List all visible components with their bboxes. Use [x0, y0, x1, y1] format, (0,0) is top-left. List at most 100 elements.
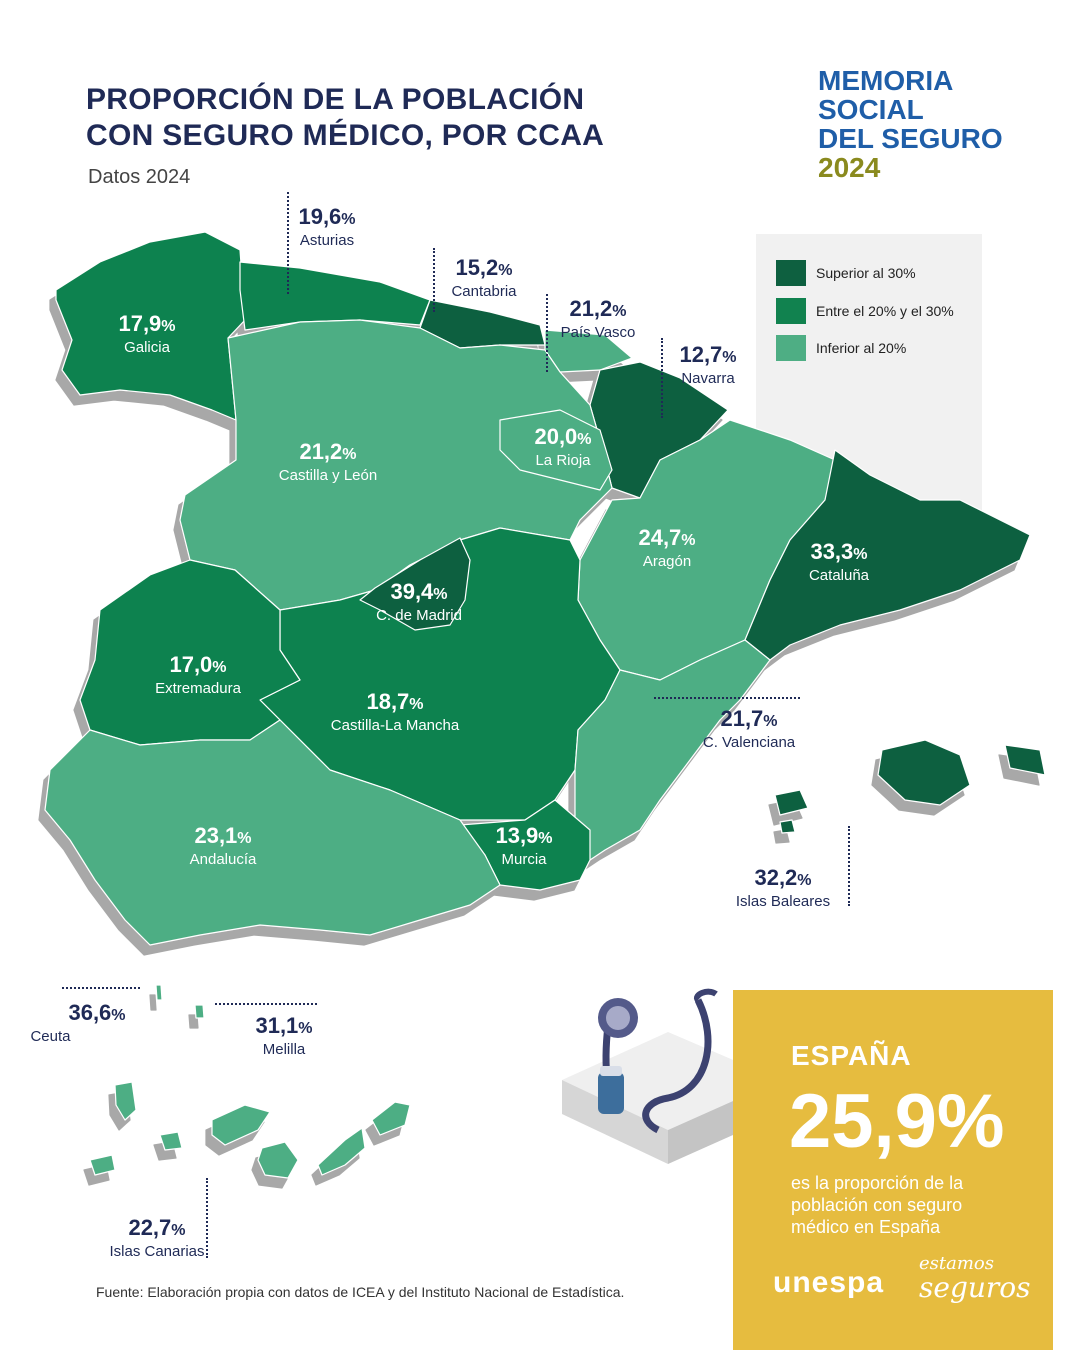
brand-line-1: MEMORIA [818, 65, 954, 96]
page-title: PROPORCIÓN DE LA POBLACIÓN CON SEGURO MÉ… [86, 82, 604, 154]
region-madrid [359, 537, 471, 631]
value-extremadura: 17,0 [169, 652, 213, 677]
unit-pais-vasco: % [612, 303, 627, 320]
name-madrid: C. de Madrid [376, 607, 462, 624]
stethoscope-earpiece [694, 988, 718, 1003]
name-canarias: Islas Canarias [109, 1243, 205, 1260]
legend-label-mid: Entre el 20% y el 30% [816, 303, 954, 319]
label-asturias: 19,6% Asturias [298, 205, 355, 250]
vial-icon [598, 1072, 624, 1114]
leader-melilla [215, 1003, 317, 1005]
name-ceuta: Ceuta [30, 1028, 71, 1045]
name-melilla: Melilla [262, 1041, 306, 1058]
name-andalucia: Andalucía [189, 851, 257, 868]
unit-la-rioja: % [577, 431, 592, 448]
brand-year: 2024 [818, 152, 881, 183]
enclave-ceuta [155, 984, 163, 1001]
name-cantabria: Cantabria [451, 283, 517, 300]
island-formentera [779, 819, 796, 834]
label-galicia: 17,9% Galicia [118, 312, 175, 357]
label-madrid: 39,4% C. de Madrid [376, 580, 462, 625]
name-valenciana: C. Valenciana [702, 734, 796, 751]
brand-block: MEMORIA SOCIAL DEL SEGURO 2024 [818, 66, 1003, 182]
value-la-rioja: 20,0 [534, 424, 578, 449]
unit-canarias: % [171, 1222, 186, 1239]
label-valenciana: 21,7% C. Valenciana [703, 707, 795, 752]
name-aragon: Aragón [642, 553, 692, 570]
name-extremadura: Extremadura [155, 680, 241, 697]
spain-value: 25,9% [789, 1079, 1005, 1164]
label-extremadura: 17,0% Extremadura [155, 653, 241, 698]
unespa-logo: unespa [773, 1266, 885, 1299]
title-line-2: CON SEGURO MÉDICO, POR CCAA [86, 119, 605, 152]
label-pais-vasco: 21,2% País Vasco [561, 297, 636, 342]
value-aragon: 24,7 [638, 525, 682, 550]
region-galicia [55, 231, 246, 421]
legend-swatch-high [776, 260, 806, 286]
label-navarra: 12,7% Navarra [679, 343, 736, 388]
region-extremadura [79, 559, 301, 746]
name-galicia: Galicia [124, 339, 170, 356]
name-asturias: Asturias [299, 232, 355, 249]
label-murcia: 13,9% Murcia [495, 824, 552, 869]
island-fuerteventura [317, 1127, 366, 1176]
unit-cataluna: % [853, 546, 868, 563]
stethoscope-diaphragm [606, 1006, 630, 1030]
label-castilla-leon: 21,2% Castilla y León [279, 440, 377, 485]
value-cataluna: 33,3 [810, 539, 854, 564]
island-el-hierro [89, 1154, 116, 1176]
leader-asturias [287, 192, 289, 294]
brand-line-2: SOCIAL [818, 94, 924, 125]
legend-item-high: Superior al 30% [776, 260, 916, 286]
value-canarias: 22,7 [128, 1215, 172, 1240]
label-cantabria: 15,2% Cantabria [451, 256, 516, 301]
leader-pais-vasco [546, 294, 548, 372]
estamos-seguros-logo: estamos seguros [919, 1252, 1031, 1304]
unit-baleares: % [797, 872, 812, 889]
value-madrid: 39,4 [390, 579, 434, 604]
leader-baleares [848, 826, 850, 906]
unit-madrid: % [433, 586, 448, 603]
label-baleares: 32,2% Islas Baleares [736, 866, 830, 911]
unit-cantabria: % [498, 262, 513, 279]
estamos-logo-line-2: seguros [919, 1271, 1031, 1304]
estamos-logo-line-1: estamos [919, 1253, 994, 1274]
leader-valenciana [654, 697, 800, 699]
stethoscope-tube-right [642, 998, 712, 1134]
value-andalucia: 23,1 [194, 823, 238, 848]
name-la-rioja: La Rioja [535, 452, 591, 469]
value-melilla: 31,1 [255, 1013, 299, 1038]
value-asturias: 19,6 [298, 204, 342, 229]
island-menorca [1004, 744, 1046, 776]
label-melilla: 31,1% Melilla [255, 1014, 312, 1059]
unit-murcia: % [538, 830, 553, 847]
value-navarra: 12,7 [679, 342, 723, 367]
spain-summary-panel: ESPAÑA 25,9% es la proporción de la pobl… [733, 990, 1053, 1350]
island-tenerife [211, 1104, 271, 1146]
value-castilla-la-mancha: 18,7 [366, 689, 410, 714]
name-castilla-leon: Castilla y León [278, 467, 378, 484]
leader-cantabria [433, 248, 435, 312]
spain-label: ESPAÑA [791, 1040, 912, 1071]
island-gran-canaria [257, 1141, 299, 1179]
page-subtitle: Datos 2024 [88, 166, 191, 188]
island-mallorca [877, 739, 971, 806]
name-castilla-la-mancha: Castilla-La Mancha [330, 717, 460, 734]
value-valenciana: 21,7 [720, 706, 764, 731]
leader-canarias [206, 1178, 208, 1258]
spain-description: es la proporción de la población con seg… [791, 1173, 964, 1237]
label-la-rioja: 20,0% La Rioja [534, 425, 591, 470]
legend-item-mid: Entre el 20% y el 30% [776, 298, 954, 324]
value-galicia: 17,9 [118, 311, 162, 336]
unit-andalucia: % [237, 830, 252, 847]
region-cataluna [744, 449, 1031, 661]
region-murcia [459, 799, 591, 891]
name-pais-vasco: País Vasco [560, 324, 636, 341]
unit-asturias: % [341, 211, 356, 228]
source-note: Fuente: Elaboración propia con datos de … [96, 1284, 625, 1300]
platform-left [562, 1080, 668, 1164]
island-la-gomera [159, 1131, 183, 1151]
legend-item-low: Inferior al 20% [776, 335, 906, 361]
legend-swatch-low [776, 335, 806, 361]
region-andalucia [44, 719, 501, 946]
